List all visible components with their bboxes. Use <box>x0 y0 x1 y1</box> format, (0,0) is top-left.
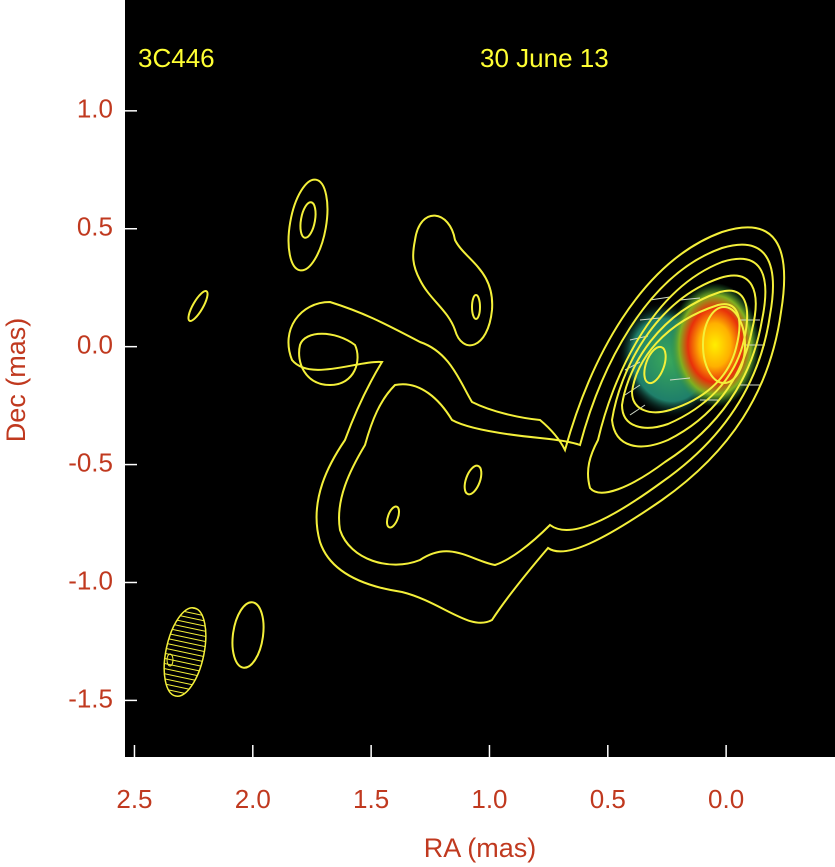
y-axis-title: Dec (mas) <box>1 318 31 443</box>
source-label: 3C446 <box>138 43 215 73</box>
y-tick-label: 1.0 <box>77 94 113 124</box>
date-label: 30 June 13 <box>480 43 609 73</box>
y-tick-label: -0.5 <box>68 447 113 477</box>
x-axis-title: RA (mas) <box>424 833 537 863</box>
y-tick-label: -1.0 <box>68 565 113 595</box>
x-tick-label: 2.5 <box>116 784 152 814</box>
x-tick-label: 0.0 <box>708 784 744 814</box>
contours <box>163 178 786 697</box>
y-tick-label: -1.5 <box>68 683 113 713</box>
x-tick-label: 2.0 <box>235 784 271 814</box>
y-tick-label: 0.0 <box>77 330 113 360</box>
y-tick-label: 0.5 <box>77 212 113 242</box>
x-tick-label: 0.5 <box>590 784 626 814</box>
x-tick-label: 1.5 <box>353 784 389 814</box>
beam <box>163 607 207 697</box>
x-tick-label: 1.0 <box>471 784 507 814</box>
